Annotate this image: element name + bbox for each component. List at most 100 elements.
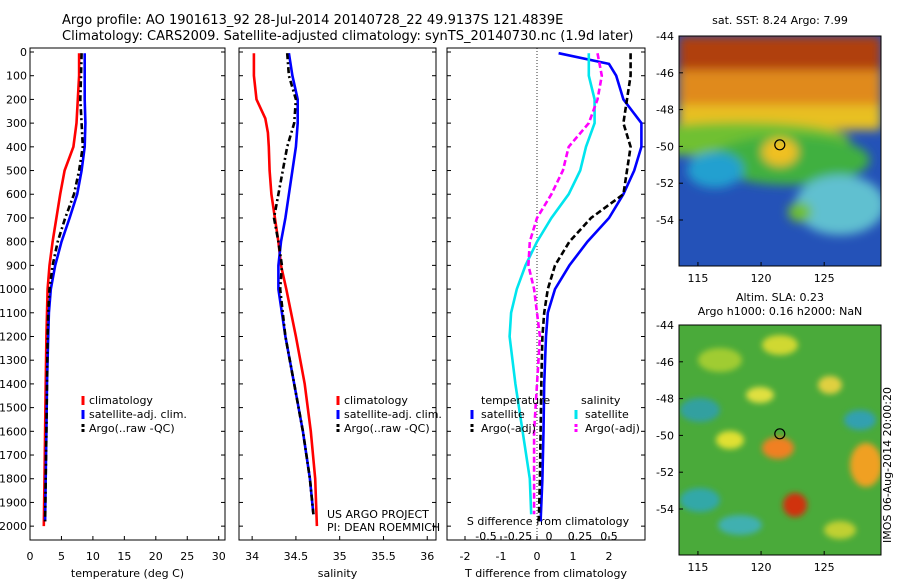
- map-lon-label: 120: [751, 561, 772, 574]
- x-tick-label: -2: [460, 550, 471, 563]
- profile-panel-3: -2 -1 0 1 2 T difference from climatology -0.5…: [446, 47, 646, 580]
- map-lat-label: -54: [656, 214, 674, 227]
- y-tick-label: 700: [6, 212, 27, 225]
- series-line-temperature-satellite: [539, 51, 643, 522]
- legend-label: Argo(..raw -QC): [344, 422, 430, 435]
- y-tick-label: 500: [6, 165, 27, 178]
- y-tick-label: 1300: [0, 354, 27, 367]
- panel-frame: [238, 47, 437, 541]
- series-line-argo-raw-qc-: [272, 53, 315, 515]
- map-lat-label: -44: [656, 319, 674, 332]
- x-tick-label: 1: [570, 550, 577, 563]
- map-lat-label: -50: [656, 140, 674, 153]
- y-tick-label: 300: [6, 117, 27, 130]
- x-tick-label: 15: [117, 550, 131, 563]
- map-lon-label: 125: [814, 272, 835, 285]
- series-line-argo-raw-qc-: [43, 53, 85, 522]
- map-lon-label: 120: [751, 272, 772, 285]
- x-tick-label: 10: [86, 550, 100, 563]
- legend-difference: temperature salinitysatelliteArgo(-adj)sa…: [470, 394, 640, 435]
- x-tick-label: 34.5: [284, 550, 309, 563]
- sst-map: [679, 36, 881, 266]
- x-tick-label: 25: [180, 550, 194, 563]
- y-tick-label: 1900: [0, 496, 27, 509]
- header-line-1: Argo profile: AO 1901613_92 28-Jul-2014 …: [62, 13, 564, 28]
- legend-label: climatology: [89, 394, 153, 407]
- map-lat-label: -48: [656, 104, 674, 117]
- map-lat-label: -54: [656, 503, 674, 516]
- x-tick-label: 35.5: [371, 550, 396, 563]
- sla-map-frame: [678, 324, 882, 556]
- x-tick-label: 35: [333, 550, 347, 563]
- y-tick-label: 2000: [0, 520, 27, 533]
- legend-title-temperature: temperature: [481, 394, 550, 407]
- x-axis-label: temperature (deg C): [71, 567, 184, 580]
- map-side-label: IMOS 06-Aug-2014 20:00:20: [881, 387, 894, 543]
- legend-label: Argo(-adj): [585, 422, 640, 435]
- header-line-2: Climatology: CARS2009. Satellite-adjuste…: [62, 29, 634, 44]
- x-axis-label: salinity: [318, 567, 358, 580]
- map-lat-label: -50: [656, 429, 674, 442]
- y-tick-label: 1600: [0, 425, 27, 438]
- series-line-satellite-adj-clim-: [277, 53, 315, 515]
- map-lat-label: -46: [656, 356, 674, 369]
- sla-title-1: Altim. SLA: 0.23: [736, 291, 824, 304]
- x-axis-label: T difference from climatology: [464, 567, 627, 580]
- y-tick-label: 1500: [0, 402, 27, 415]
- sst-map-frame: [678, 35, 882, 267]
- y-tick-label: 1100: [0, 307, 27, 320]
- profile-panels: 0100200300400500600700800900100011001200…: [0, 46, 646, 580]
- s-tick-label: -0.5: [475, 530, 496, 543]
- map-lat-label: -44: [656, 30, 674, 43]
- x-tick-label: 20: [149, 550, 163, 563]
- series-line-salinity-argo-adj-: [527, 52, 604, 515]
- panel-frame: [446, 47, 646, 541]
- s-axis-label: S difference from climatology: [467, 515, 630, 528]
- s-tick-label: 0.5: [600, 530, 618, 543]
- x-tick-label: 2: [606, 550, 613, 563]
- profile-panel-2: 34 34.5 35 35.5 36 salinity: [238, 47, 437, 580]
- x-tick-label: 30: [212, 550, 226, 563]
- x-tick-label: 5: [58, 550, 65, 563]
- y-tick-label: 900: [6, 259, 27, 272]
- x-tick-label: 34: [245, 550, 259, 563]
- sst-float-marker: [774, 139, 786, 151]
- sst-title: sat. SST: 8.24 Argo: 7.99: [712, 14, 848, 27]
- y-tick-label: 1000: [0, 283, 27, 296]
- legend-label: Argo(..raw -QC): [89, 422, 175, 435]
- map-lon-label: 125: [814, 561, 835, 574]
- credit-line-1: US ARGO PROJECT: [327, 508, 429, 521]
- legend-title-salinity: salinity: [581, 394, 621, 407]
- s-tick-label: -0.25: [504, 530, 532, 543]
- s-tick-label: 0: [546, 530, 553, 543]
- legend-label: satellite-adj. clim.: [89, 408, 187, 421]
- map-lon-label: 115: [687, 561, 708, 574]
- figure-header: Argo profile: AO 1901613_92 28-Jul-2014 …: [62, 13, 634, 45]
- series-line-salinity-satellite: [508, 53, 596, 515]
- y-tick-label: 0: [20, 46, 27, 59]
- y-tick-label: 1700: [0, 449, 27, 462]
- map-lat-label: -52: [656, 466, 674, 479]
- sla-title-2: Argo h1000: 0.16 h2000: NaN: [698, 305, 863, 318]
- x-tick-label: 36: [420, 550, 434, 563]
- y-tick-label: 800: [6, 236, 27, 249]
- sla-float-marker: [774, 428, 786, 440]
- legend-label: satellite: [585, 408, 629, 421]
- sla-map: [679, 325, 881, 555]
- map-lat-label: -46: [656, 67, 674, 80]
- legend-label: climatology: [344, 394, 408, 407]
- x-tick-label: 0: [27, 550, 34, 563]
- y-tick-label: 200: [6, 93, 27, 106]
- legend-label: Argo(-adj): [481, 422, 536, 435]
- y-tick-label: 100: [6, 70, 27, 83]
- y-tick-label: 1400: [0, 378, 27, 391]
- s-tick-label: 0.25: [568, 530, 593, 543]
- panel-frame: [29, 47, 226, 541]
- x-tick-label: 0: [534, 550, 541, 563]
- map-lat-label: -52: [656, 177, 674, 190]
- series-line-temperature-argo-adj-: [537, 53, 632, 522]
- legend-label: satellite: [481, 408, 525, 421]
